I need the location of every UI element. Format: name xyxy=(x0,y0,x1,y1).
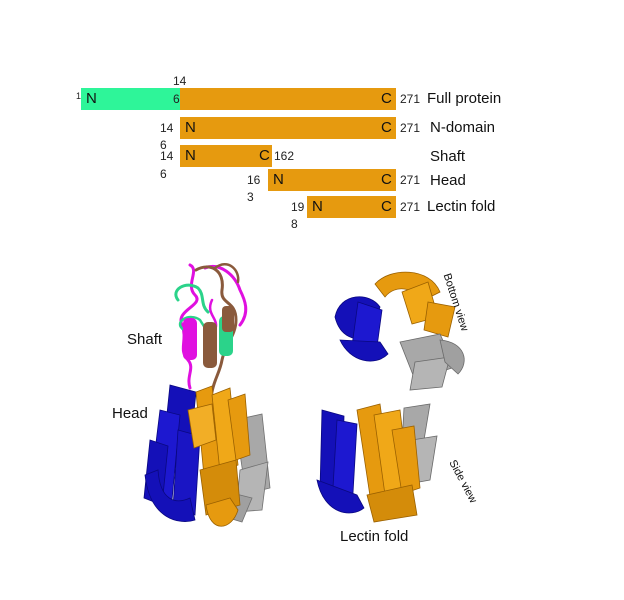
n-domain-label: N-domain xyxy=(430,119,496,136)
lectin-fold-n-terminus: N xyxy=(312,198,323,215)
full-protein-split-top-number: 14 xyxy=(173,74,187,88)
side-view-ribbon-image xyxy=(316,403,438,523)
full-protein-c-terminus: C xyxy=(381,90,392,107)
full-protein-split-bottom-number: 6 xyxy=(173,92,180,106)
head-end-number: 271 xyxy=(400,173,421,187)
shaft-start-top-number: 14 xyxy=(160,149,174,163)
lectin-fold-bar xyxy=(307,196,396,218)
lectin-fold-start-top-number: 19 xyxy=(291,200,305,214)
full-protein-start-number: 1 xyxy=(76,91,82,101)
head-structure-label: Head xyxy=(112,405,148,422)
head-label: Head xyxy=(430,172,466,189)
shaft-structure-label: Shaft xyxy=(127,331,163,348)
head-start-top-number: 16 xyxy=(247,173,261,187)
n-domain-c-terminus: C xyxy=(381,119,392,136)
bottom-view-ribbon-image xyxy=(334,271,465,391)
full-protein-green-segment xyxy=(81,88,181,110)
n-domain-start-top-number: 14 xyxy=(160,121,174,135)
n-domain-bar xyxy=(180,117,396,139)
shaft-end-number: 162 xyxy=(274,149,295,163)
lectin-fold-end-number: 271 xyxy=(400,200,421,214)
head-start-bottom-number: 3 xyxy=(247,190,254,204)
n-domain-n-terminus: N xyxy=(185,119,196,136)
lectin-fold-label: Lectin fold xyxy=(427,198,496,215)
head-bar xyxy=(268,169,396,191)
shaft-n-terminus: N xyxy=(185,147,196,164)
n-domain-start-bottom-number: 6 xyxy=(160,138,167,152)
full-protein-end-number: 271 xyxy=(400,92,421,106)
head-c-terminus: C xyxy=(381,171,392,188)
shaft-bar xyxy=(180,145,272,167)
lectin-fold-structure-label: Lectin fold xyxy=(340,528,409,545)
lectin-fold-c-terminus: C xyxy=(381,198,392,215)
full-protein-orange-segment xyxy=(180,88,396,110)
full-protein-label: Full protein xyxy=(427,90,502,107)
shaft-start-bottom-number: 6 xyxy=(160,167,167,181)
shaft-label: Shaft xyxy=(430,148,466,165)
head-n-terminus: N xyxy=(273,171,284,188)
full-protein-n-terminus: N xyxy=(86,90,97,107)
n-domain-end-number: 271 xyxy=(400,121,421,135)
lectin-fold-start-bottom-number: 8 xyxy=(291,217,298,231)
shaft-c-terminus: C xyxy=(259,147,270,164)
